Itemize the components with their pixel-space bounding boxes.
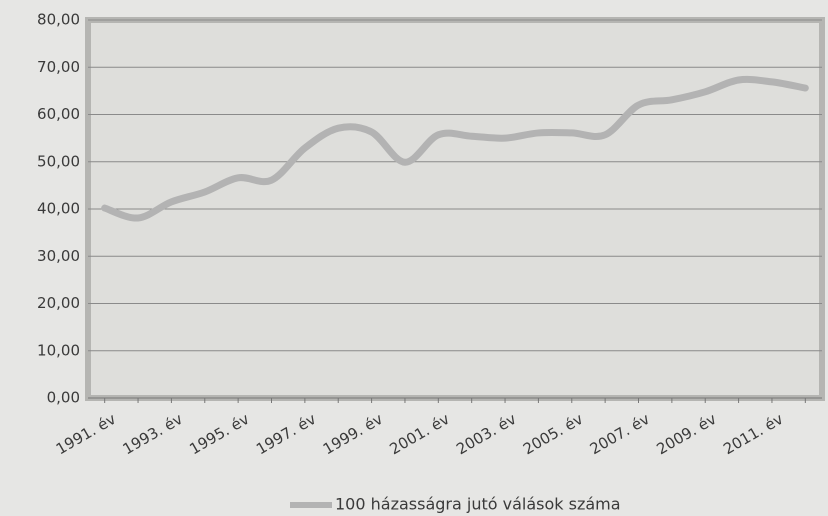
y-tick-label: 30,00 — [37, 247, 80, 265]
y-tick-label: 0,00 — [47, 389, 80, 407]
y-tick-label: 40,00 — [37, 200, 80, 218]
y-tick-label: 60,00 — [37, 105, 80, 123]
legend-label: 100 házasságra jutó válások száma — [335, 495, 621, 514]
y-tick-label: 70,00 — [37, 58, 80, 76]
y-tick-label: 50,00 — [37, 152, 80, 170]
y-tick-label: 20,00 — [37, 294, 80, 312]
data-line — [101, 75, 809, 222]
y-tick-label: 10,00 — [37, 341, 80, 359]
y-tick-label: 80,00 — [37, 11, 80, 29]
